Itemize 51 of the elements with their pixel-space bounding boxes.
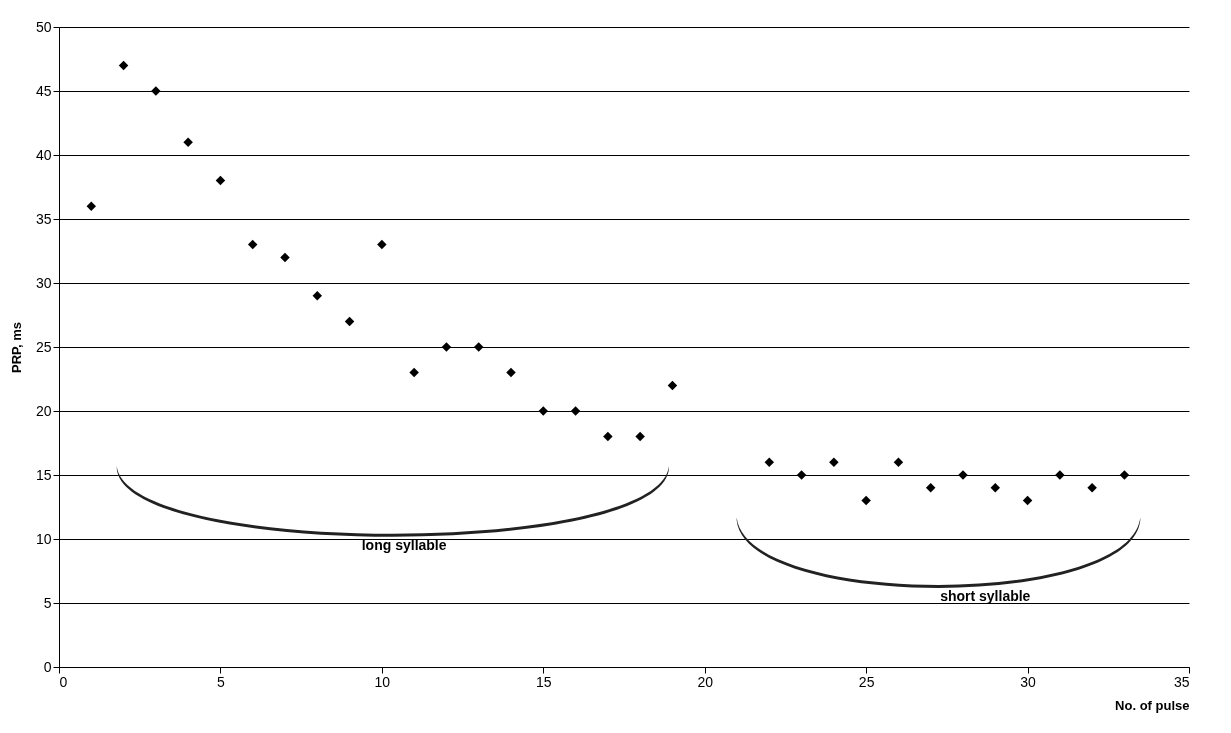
- x-tick-label: 35: [1173, 673, 1190, 690]
- point: [764, 457, 775, 467]
- point: [215, 175, 226, 186]
- point: [312, 291, 323, 301]
- point: [247, 239, 258, 250]
- y-tick-label: 35: [35, 210, 52, 227]
- point: [118, 60, 129, 71]
- point: [1119, 470, 1130, 480]
- x-tick-label: 0: [59, 673, 68, 690]
- x-axis-title: No. of pulse: [1115, 697, 1190, 713]
- point: [635, 431, 645, 442]
- point: [280, 252, 290, 263]
- point: [441, 342, 452, 352]
- y-tick-label: 50: [35, 18, 52, 35]
- annotation: short syllable: [940, 587, 1031, 604]
- point: [667, 380, 678, 391]
- x-tick-label: 5: [217, 673, 226, 690]
- point: [1087, 483, 1097, 493]
- y-tick-label: 0: [43, 658, 52, 675]
- point: [86, 201, 97, 211]
- point: [603, 431, 613, 442]
- y-tick-label: 25: [35, 338, 52, 355]
- x-tick-label: 25: [858, 673, 875, 690]
- x-tick-label: 10: [374, 673, 391, 690]
- point: [893, 457, 904, 467]
- x-tick-label: 20: [697, 673, 714, 690]
- point: [473, 342, 484, 352]
- point: [861, 495, 871, 506]
- point: [1022, 495, 1033, 506]
- annotation: long syllable: [361, 536, 447, 553]
- y-axis-title: PRP, ms: [8, 321, 24, 374]
- point: [344, 316, 355, 327]
- x-tick-label: 15: [536, 673, 552, 690]
- point: [796, 470, 807, 480]
- point: [409, 367, 419, 378]
- point: [570, 406, 581, 416]
- point: [829, 457, 839, 467]
- point: [506, 367, 516, 378]
- y-tick-label: 15: [35, 466, 52, 483]
- y-tick-label: 30: [35, 274, 52, 291]
- point: [990, 483, 1001, 493]
- y-tick-label: 10: [35, 530, 52, 547]
- y-tick-label: 5: [43, 594, 52, 611]
- y-tick-label: 40: [35, 146, 52, 163]
- point: [183, 137, 193, 147]
- x-tick-label: 30: [1020, 673, 1037, 690]
- point: [538, 406, 549, 416]
- point: [925, 483, 936, 493]
- y-tick-label: 20: [35, 402, 52, 419]
- y-tick-label: 45: [35, 82, 52, 99]
- point: [377, 239, 387, 250]
